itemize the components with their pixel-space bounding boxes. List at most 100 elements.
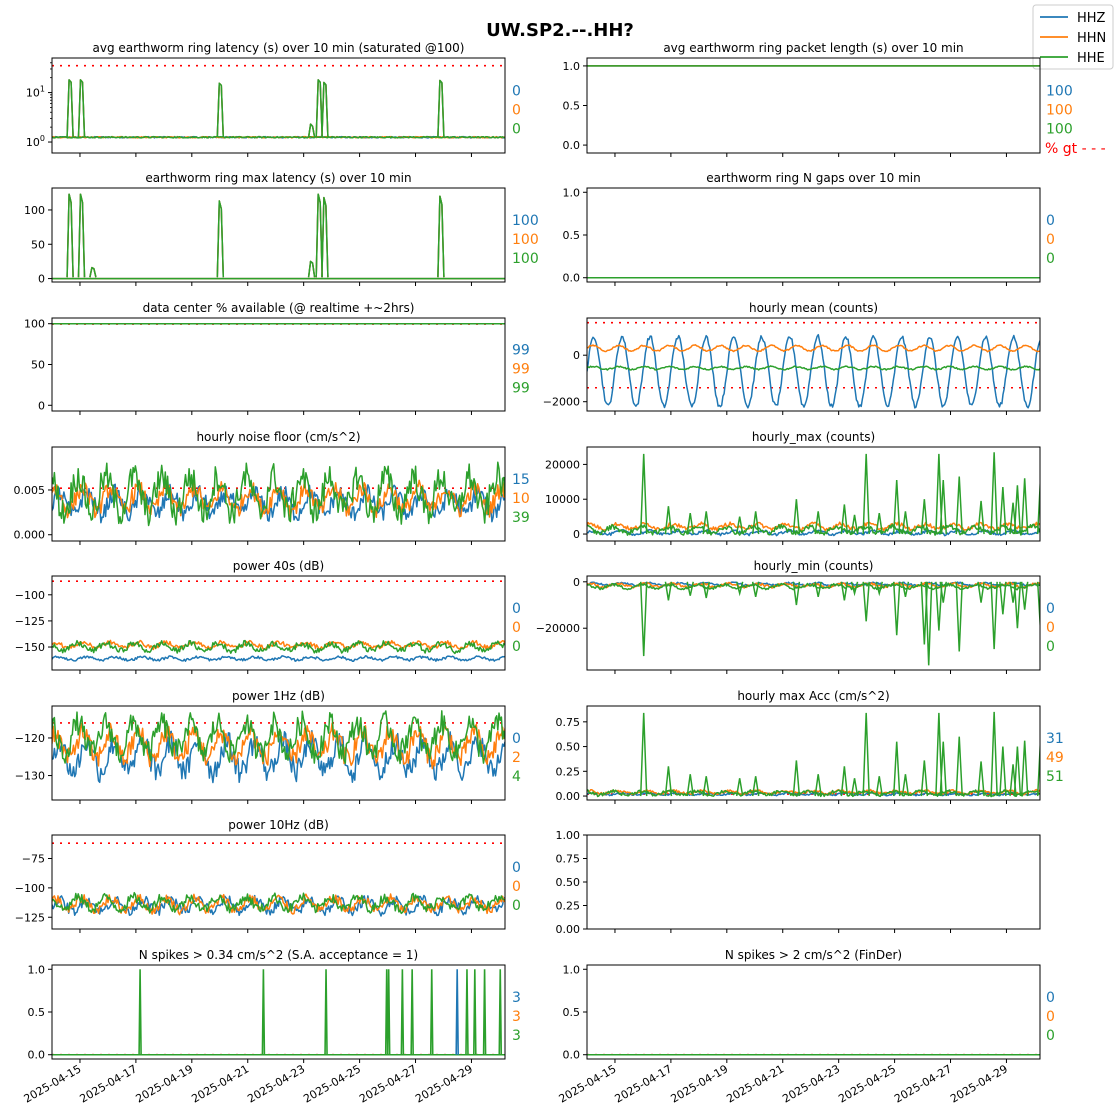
y-tick-label: −100 xyxy=(15,589,45,602)
percent-gt-hhz: 0 xyxy=(512,860,521,876)
y-tick-label: 0.005 xyxy=(14,484,46,497)
panel-title: power 1Hz (dB) xyxy=(232,689,325,703)
series-peak xyxy=(1020,581,1029,610)
percent-gt-hhe: 0 xyxy=(512,639,521,655)
y-tick-label: 0.000 xyxy=(14,529,46,542)
panel-title: earthworm ring N gaps over 10 min xyxy=(706,171,920,185)
percent-gt-hhe: 0 xyxy=(1046,251,1055,267)
series-peak xyxy=(1013,581,1022,629)
series-peak xyxy=(935,581,943,631)
series-peak xyxy=(990,452,998,535)
series-peak xyxy=(1013,746,1022,797)
series-line-hhe xyxy=(52,891,505,915)
axes-frame xyxy=(51,187,506,283)
series-peak xyxy=(1036,581,1040,633)
y-tick-label: 0.5 xyxy=(563,229,581,242)
panel-title: hourly_min (counts) xyxy=(754,559,874,573)
percent-gt-hhn: 0 xyxy=(512,879,521,895)
series-line-hhe xyxy=(52,79,505,139)
series-event xyxy=(386,969,391,1055)
series-peak xyxy=(977,581,985,603)
percent-gt-hhn: 0 xyxy=(512,620,521,636)
y-tick-label: 0.0 xyxy=(563,139,581,152)
legend: HHZ HHN HHE xyxy=(1032,4,1114,70)
chart-panel-1: avg earthworm ring latency (s) over 10 m… xyxy=(26,41,521,157)
series-event xyxy=(261,969,266,1055)
series-line-hhn xyxy=(587,344,1040,353)
series-peak xyxy=(875,581,883,597)
y-tick-label: 0.0 xyxy=(563,1049,581,1062)
series-peak xyxy=(955,476,963,535)
panel-title: avg earthworm ring latency (s) over 10 m… xyxy=(93,41,465,55)
percent-gt-hhz: 31 xyxy=(1046,731,1064,747)
series-line-hhe xyxy=(52,193,505,280)
series-event xyxy=(498,969,503,1055)
series-peak xyxy=(1036,736,1040,797)
y-tick-label: 100 xyxy=(26,134,45,149)
series-peak xyxy=(901,581,910,598)
series-peak xyxy=(702,581,710,599)
legend-hhn: HHN xyxy=(1077,31,1106,46)
y-tick-label: 0 xyxy=(38,399,45,412)
series-event xyxy=(455,969,459,1055)
y-tick-label: −75 xyxy=(22,853,45,866)
series-peak xyxy=(924,581,933,666)
y-tick-label: −120 xyxy=(15,732,45,745)
series-peak xyxy=(664,766,673,797)
series-event xyxy=(400,969,405,1055)
axes-frame xyxy=(586,57,1041,154)
series-peak xyxy=(735,778,744,797)
series-line-hhe xyxy=(52,710,505,765)
series-peak xyxy=(862,453,870,535)
series-peak xyxy=(999,746,1007,797)
axes-frame xyxy=(586,964,1041,1060)
percent-gt-hhe: 0 xyxy=(1046,1028,1055,1044)
series-peak xyxy=(639,712,648,797)
y-tick-label: 0.25 xyxy=(556,765,581,778)
series-peak xyxy=(892,480,901,535)
y-tick-label: 0.0 xyxy=(563,272,581,285)
axes-frame xyxy=(51,705,506,801)
chart-panel-14: 0.00 0.25 0.50 0.75 1.00 xyxy=(556,829,1041,936)
percent-gt-hhz: 0 xyxy=(1046,601,1055,617)
y-tick-label: 1.0 xyxy=(563,963,581,976)
panel-title: hourly mean (counts) xyxy=(749,301,878,315)
series-peak xyxy=(664,506,673,535)
series-peak xyxy=(875,776,884,797)
percent-gt-hhz: 15 xyxy=(512,472,530,488)
series-peak xyxy=(686,513,694,535)
y-tick-label: 100 xyxy=(24,318,45,331)
axes-frame xyxy=(51,317,506,412)
series-peak xyxy=(639,453,648,535)
percent-gt-hhz: 3 xyxy=(512,990,521,1006)
percent-gt-hhz: 100 xyxy=(1046,84,1073,100)
axes-frame xyxy=(51,57,506,154)
percent-gt-hhe: 0 xyxy=(1046,639,1055,655)
series-peak xyxy=(1036,474,1040,535)
series-peak xyxy=(639,581,648,657)
y-tick-label: 0.0 xyxy=(28,1049,46,1062)
panel-title: earthworm ring max latency (s) over 10 m… xyxy=(145,171,411,185)
series-peak xyxy=(814,774,822,797)
series-peak xyxy=(977,500,985,535)
percent-gt-hhe: 99 xyxy=(512,381,530,397)
percent-gt-hhn: 3 xyxy=(512,1009,521,1025)
legend-hhz: HHZ xyxy=(1077,11,1106,26)
axes-frame xyxy=(51,575,506,671)
axes-frame xyxy=(51,446,506,542)
series-peak xyxy=(990,711,998,797)
percent-gt-hhn: 100 xyxy=(1046,103,1073,119)
series-peak xyxy=(702,511,710,535)
series-line-hhe xyxy=(52,461,505,527)
series-event xyxy=(324,969,328,1055)
panel-title: power 10Hz (dB) xyxy=(228,818,329,832)
series-peak xyxy=(792,581,801,606)
panel-title: hourly noise floor (cm/s^2) xyxy=(196,430,360,444)
percent-gt-hhn: 2 xyxy=(512,750,521,766)
series-peak xyxy=(735,516,744,535)
axes-frame xyxy=(51,834,506,930)
panel-title: data center % available (@ realtime +~2h… xyxy=(143,301,415,315)
series-peak xyxy=(939,480,947,535)
series-event xyxy=(473,969,477,1055)
